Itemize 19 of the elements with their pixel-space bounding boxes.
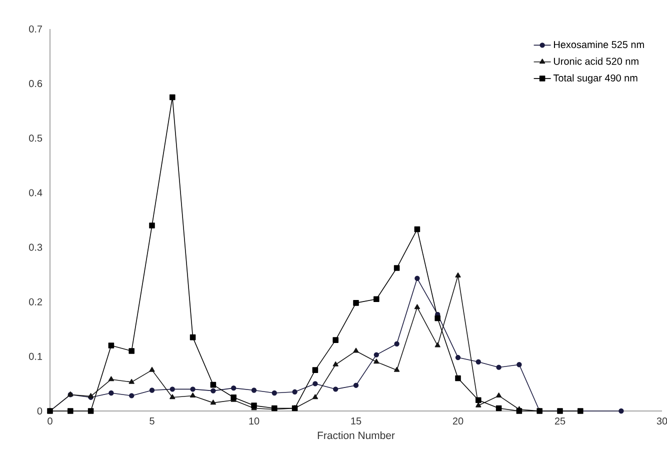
x-tick-label: 20 <box>452 418 464 425</box>
x-tick-label: 5 <box>150 418 154 424</box>
legend-label: Hexosamine 525 nm <box>554 40 644 48</box>
y-tick-label: 0.3 <box>29 244 42 251</box>
legend-label: Uronic acid 520 nm <box>554 58 638 65</box>
x-tick-label: 25 <box>554 418 566 425</box>
y-tick-label: 0.6 <box>29 80 42 88</box>
x-tick-label: 15 <box>351 418 362 424</box>
x-tick-label: 30 <box>656 418 667 425</box>
x-tick-label: 10 <box>249 418 260 425</box>
y-tick-label: 0.1 <box>29 352 42 360</box>
y-tick-label: 0 <box>37 407 42 415</box>
y-tick-label: 0.2 <box>29 298 42 306</box>
x-tick-label: 0 <box>48 418 52 425</box>
x-axis-title: Fraction Number <box>318 431 395 440</box>
legend-label: Total sugar 490 nm <box>553 74 638 84</box>
y-tick-label: 0.7 <box>29 25 42 33</box>
y-tick-label: 0.5 <box>29 134 42 142</box>
y-tick-label: 0.4 <box>29 189 42 196</box>
